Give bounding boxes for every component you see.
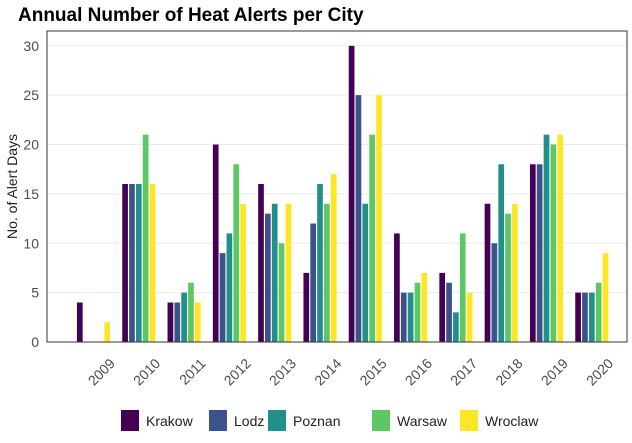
legend: Krakow Lodz Poznan Warsaw Wroclaw (121, 410, 539, 431)
x-tick-label: 2009 (85, 355, 118, 388)
legend-label-poznan: Poznan (293, 413, 340, 429)
x-axis-ticks: 2009 2010 2011 2012 2013 2014 2015 2016 2017 2018… (85, 355, 617, 388)
x-tick-label: 2011 (176, 355, 209, 388)
x-tick-label: 2019 (538, 355, 571, 388)
x-tick-label: 2015 (356, 355, 389, 388)
bar-wroclaw-2009 (104, 322, 111, 342)
bar-lodz-2016 (400, 292, 407, 342)
bar-warsaw-2010 (142, 134, 149, 342)
bar-lodz-2011 (174, 302, 181, 342)
x-tick-label: 2017 (447, 355, 480, 388)
bar-poznan-2016 (407, 292, 414, 342)
bar-lodz-2013 (265, 213, 271, 342)
bar-warsaw-2012 (233, 164, 240, 342)
bar-krakow-2020 (575, 292, 581, 342)
bar-wroclaw-2011 (194, 302, 201, 342)
bar-warsaw-2016 (414, 282, 421, 342)
y-tick-label: 5 (31, 285, 39, 301)
bar-krakow-2013 (258, 184, 264, 342)
bar-wroclaw-2013 (285, 203, 292, 342)
bar-lodz-2012 (219, 253, 226, 342)
bar-poznan-2020 (588, 292, 595, 342)
bar-warsaw-2020 (595, 282, 602, 342)
legend-swatch-wroclaw (460, 410, 478, 431)
bar-poznan-2018 (498, 164, 505, 342)
y-tick-label: 10 (23, 235, 39, 251)
bar-lodz-2014 (310, 223, 316, 342)
x-tick-label: 2018 (492, 355, 525, 388)
bar-poznan-2019 (543, 134, 550, 342)
plot-panel-border (46, 30, 628, 343)
bar-lodz-2018 (491, 243, 498, 342)
bar-wroclaw-2017 (466, 292, 473, 342)
x-tick-label: 2016 (402, 355, 435, 388)
bar-warsaw-2015 (369, 134, 375, 342)
bar-lodz-2020 (582, 292, 588, 342)
bar-wroclaw-2015 (376, 95, 382, 342)
chart-title: Annual Number of Heat Alerts per City (18, 5, 364, 26)
legend-swatch-poznan (268, 410, 286, 431)
bar-krakow-2012 (212, 144, 219, 342)
y-tick-label: 15 (23, 186, 39, 202)
y-axis-label: No. of Alert Days (4, 134, 20, 239)
y-tick-label: 0 (31, 334, 39, 350)
x-tick-label: 2014 (311, 355, 344, 388)
bar-krakow-2019 (529, 164, 536, 342)
x-tick-label: 2010 (130, 355, 163, 388)
y-axis-ticks: 0 5 10 15 20 25 30 (23, 38, 39, 350)
bar-poznan-2017 (453, 312, 459, 342)
bar-krakow-2016 (394, 233, 400, 342)
legend-swatch-lodz (209, 410, 227, 431)
bar-warsaw-2014 (324, 203, 330, 342)
legend-label-warsaw: Warsaw (397, 413, 448, 429)
bar-krakow-2017 (439, 272, 446, 342)
legend-swatch-krakow (121, 410, 139, 431)
bar-wroclaw-2012 (240, 203, 246, 342)
bar-warsaw-2017 (459, 233, 466, 342)
bar-warsaw-2011 (188, 282, 194, 342)
bar-poznan-2012 (226, 233, 233, 342)
x-tick-label: 2013 (266, 355, 299, 388)
bar-wroclaw-2010 (149, 184, 156, 342)
bar-poznan-2014 (317, 184, 323, 342)
bar-warsaw-2019 (550, 144, 557, 342)
bar-warsaw-2018 (505, 213, 511, 342)
y-tick-label: 25 (23, 87, 39, 103)
bar-wroclaw-2016 (421, 272, 428, 342)
y-tick-label: 20 (23, 137, 39, 153)
x-tick-label: 2020 (583, 355, 616, 388)
legend-label-wroclaw: Wroclaw (485, 413, 539, 429)
bar-wroclaw-2019 (557, 134, 564, 342)
bar-krakow-2009 (76, 302, 83, 342)
bar-wroclaw-2018 (512, 203, 518, 342)
legend-label-lodz: Lodz (234, 413, 264, 429)
bar-lodz-2015 (355, 95, 362, 342)
bar-poznan-2015 (362, 203, 369, 342)
bar-krakow-2018 (484, 203, 491, 342)
x-tick-label: 2012 (221, 355, 254, 388)
legend-swatch-warsaw (372, 410, 390, 431)
bar-krakow-2011 (167, 302, 174, 342)
bar-wroclaw-2014 (330, 174, 337, 342)
bar-wroclaw-2020 (602, 253, 609, 342)
bar-krakow-2014 (303, 272, 310, 342)
bar-krakow-2010 (122, 184, 128, 342)
y-tick-label: 30 (23, 38, 39, 54)
bar-warsaw-2013 (278, 243, 285, 342)
bar-poznan-2011 (181, 292, 187, 342)
bar-lodz-2019 (536, 164, 543, 342)
bar-poznan-2010 (135, 184, 142, 342)
legend-label-krakow: Krakow (146, 413, 194, 429)
bar-lodz-2010 (129, 184, 135, 342)
bar-lodz-2017 (446, 282, 452, 342)
bar-poznan-2013 (271, 203, 278, 342)
bars (76, 45, 609, 343)
bar-krakow-2015 (348, 45, 355, 343)
